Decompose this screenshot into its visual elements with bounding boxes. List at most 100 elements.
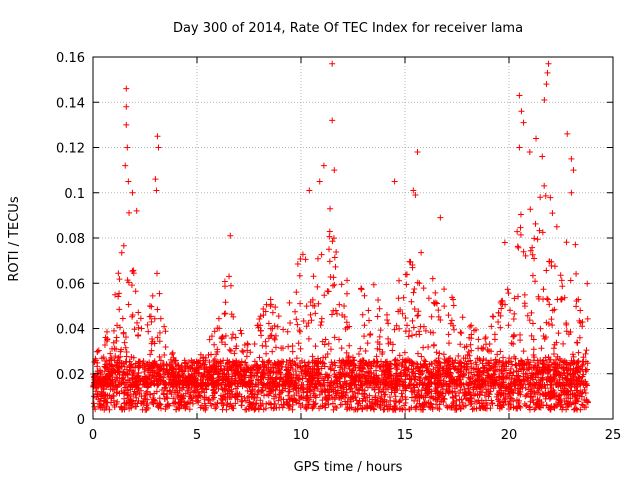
data-point: [408, 376, 415, 383]
data-point: [418, 393, 425, 400]
data-point: [441, 356, 448, 363]
data-point: [536, 227, 543, 234]
data-point: [190, 377, 197, 384]
data-point: [472, 398, 479, 405]
data-point: [437, 363, 444, 370]
data-point: [460, 372, 467, 379]
data-point: [259, 374, 266, 381]
data-point: [263, 391, 270, 398]
data-point: [269, 348, 276, 355]
data-point: [581, 397, 588, 404]
data-point: [99, 389, 106, 396]
data-point: [380, 376, 387, 383]
data-point: [202, 379, 209, 386]
data-point: [518, 382, 525, 389]
data-point: [497, 324, 504, 331]
data-point: [419, 382, 426, 389]
data-point: [115, 364, 122, 371]
data-point: [465, 396, 472, 403]
data-point: [380, 389, 387, 396]
data-point: [162, 328, 169, 335]
data-point: [299, 251, 306, 258]
data-point: [140, 398, 147, 405]
data-point: [340, 384, 347, 391]
data-point: [484, 346, 491, 353]
data-point: [401, 364, 408, 371]
data-point: [511, 353, 518, 360]
data-point: [466, 352, 473, 359]
data-point: [286, 299, 293, 306]
data-point: [574, 339, 581, 346]
data-point: [533, 135, 540, 142]
data-point: [470, 365, 477, 372]
data-point: [222, 332, 229, 339]
data-point: [570, 167, 577, 174]
data-point: [401, 402, 408, 409]
y-tick-label: 0.08: [56, 232, 85, 247]
data-point: [98, 371, 105, 378]
data-point: [265, 320, 272, 327]
data-point: [112, 353, 119, 360]
data-point: [208, 333, 215, 340]
data-point: [133, 403, 140, 410]
data-point: [484, 401, 491, 408]
data-point: [375, 296, 382, 303]
data-point: [575, 374, 582, 381]
data-point: [397, 397, 404, 404]
data-point: [428, 373, 435, 380]
data-point: [178, 362, 185, 369]
data-point: [373, 353, 380, 360]
data-point: [488, 323, 495, 330]
data-point: [359, 375, 366, 382]
data-point: [290, 386, 297, 393]
data-point: [536, 404, 543, 411]
data-point: [284, 328, 291, 335]
data-point: [305, 335, 312, 342]
data-point: [540, 402, 547, 409]
data-point: [137, 315, 144, 322]
data-point: [490, 378, 497, 385]
data-point: [277, 369, 284, 376]
data-point: [322, 371, 329, 378]
data-point: [197, 404, 204, 411]
data-point: [218, 335, 225, 342]
data-point: [229, 358, 236, 365]
data-point: [102, 398, 109, 405]
data-point: [208, 351, 215, 358]
data-point: [161, 352, 168, 359]
data-point: [330, 379, 337, 386]
data-point: [447, 373, 454, 380]
data-point: [364, 340, 371, 347]
data-point: [322, 404, 329, 411]
data-point: [351, 381, 358, 388]
data-point: [492, 363, 499, 370]
data-point: [567, 365, 574, 372]
data-point: [557, 372, 564, 379]
data-point: [154, 334, 161, 341]
data-point: [138, 387, 145, 394]
data-point: [331, 396, 338, 403]
data-point: [348, 369, 355, 376]
data-point: [425, 399, 432, 406]
data-point: [195, 389, 202, 396]
data-point: [517, 337, 524, 344]
data-point: [242, 372, 249, 379]
data-point: [537, 325, 544, 332]
data-point: [221, 310, 228, 317]
data-point: [121, 399, 128, 406]
data-point: [435, 367, 442, 374]
data-point: [539, 368, 546, 375]
data-point: [220, 402, 227, 409]
data-point: [422, 385, 429, 392]
data-point: [232, 369, 239, 376]
data-point: [572, 241, 579, 248]
data-point: [278, 358, 285, 365]
data-point: [551, 393, 558, 400]
data-point: [379, 349, 386, 356]
data-point: [358, 286, 365, 293]
data-point: [426, 361, 433, 368]
data-point: [338, 281, 345, 288]
data-point: [243, 362, 250, 369]
data-point: [136, 364, 143, 371]
data-point: [189, 358, 196, 365]
